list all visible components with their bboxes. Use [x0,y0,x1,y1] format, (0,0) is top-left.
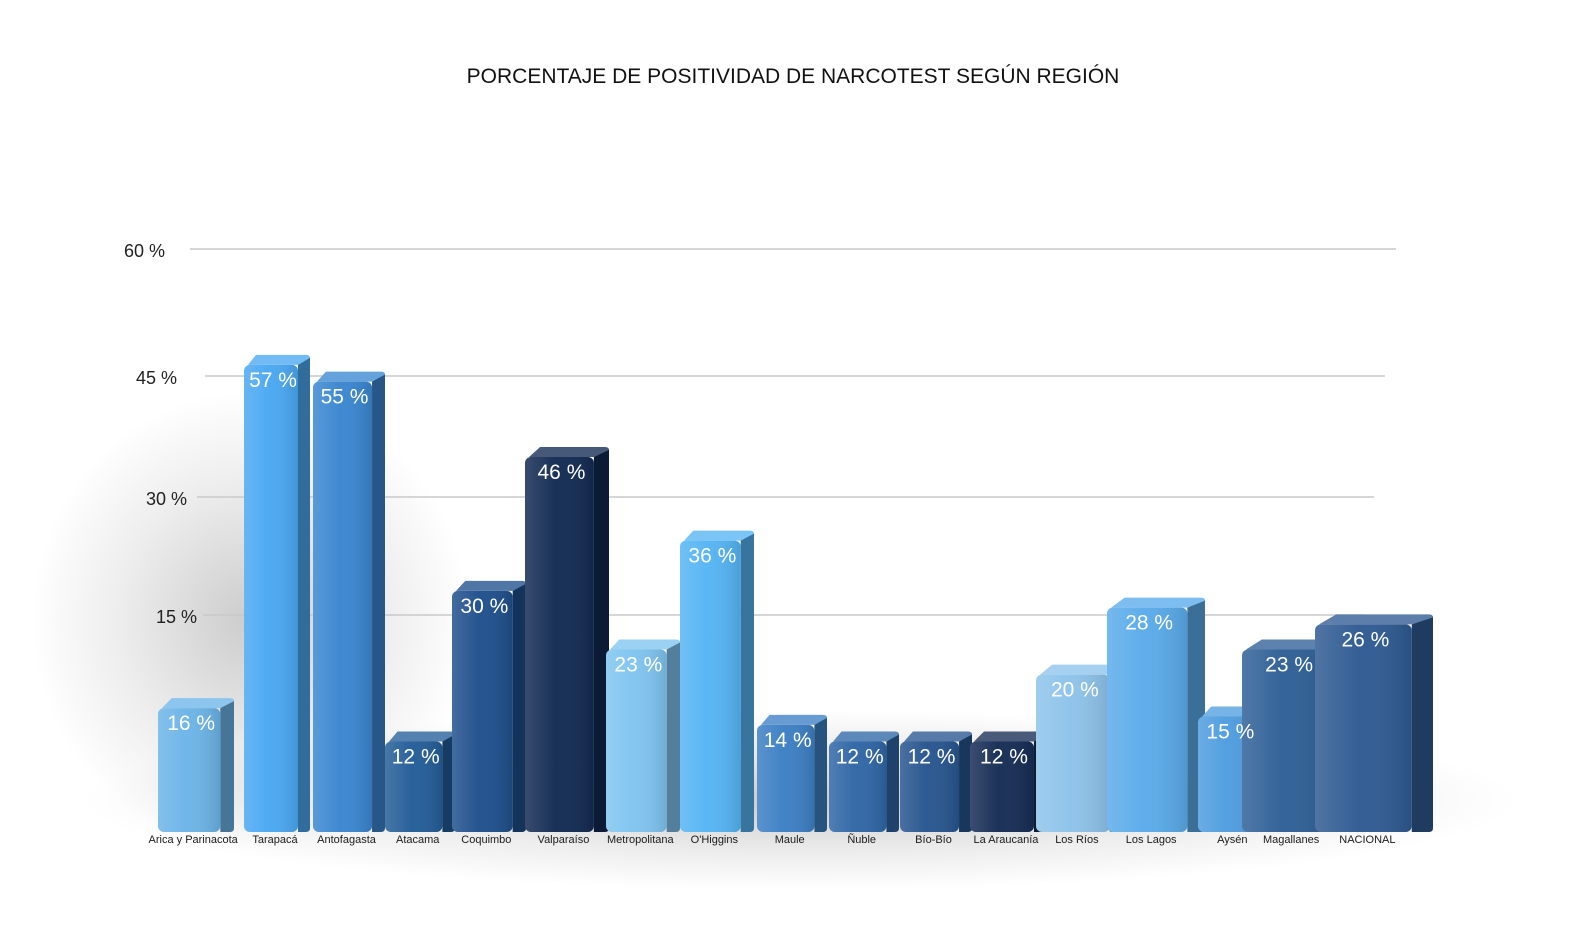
bar [900,731,972,832]
data-label: 26 % [1341,628,1389,651]
x-tick-label: NACIONAL [1339,834,1395,846]
gridlines [190,248,1396,616]
x-tick-label: Magallanes [1263,834,1320,846]
y-tick-label: 15 % [156,607,197,627]
x-tick-label: Los Lagos [1126,834,1177,846]
y-tick-label: 60 % [124,241,165,261]
data-label: 30 % [460,595,508,618]
x-tick-label: Metropolitana [607,834,675,846]
data-label: 28 % [1125,612,1173,635]
x-tick-label: Coquimbo [461,834,511,846]
x-tick-label: Antofagasta [317,834,377,846]
x-tick-label: Ñuble [847,833,876,846]
data-label: 12 % [836,746,884,769]
y-tick-label: 45 % [136,368,177,388]
x-tick-label: Tarapacá [252,834,298,846]
data-label: 16 % [167,712,215,735]
chart-title: PORCENTAJE DE POSITIVIDAD DE NARCOTEST S… [467,65,1120,88]
bar [313,371,385,832]
x-tick-label: Aysén [1217,834,1247,846]
x-axis: Arica y Parinacota Tarapacá Antofagasta Ata… [149,833,1396,846]
x-tick-label: Bío-Bío [915,834,952,846]
bar [452,580,526,832]
bar [158,698,234,832]
data-label: 23 % [1265,653,1313,676]
data-label: 15 % [1206,720,1254,743]
y-tick-label: 30 % [146,489,187,509]
bar [970,731,1048,832]
bar [680,530,754,832]
bar [385,731,455,832]
data-label: 12 % [980,746,1028,769]
x-tick-label: Los Ríos [1055,834,1099,846]
data-label: 36 % [688,545,736,568]
bar [1107,597,1205,832]
x-tick-label: Arica y Parinacota [149,834,239,846]
x-tick-label: Maule [775,834,805,846]
x-tick-label: La Araucanía [974,834,1040,846]
data-labels: 16 % 57 % 55 % 12 % 30 % 46 % 23 % 36 % 14 % 12 %… [167,369,1389,769]
bar [757,714,827,832]
data-label: 14 % [764,729,812,752]
bar [1315,614,1433,832]
data-label: 55 % [321,386,369,409]
x-tick-label: Atacama [396,834,440,846]
y-axis: 60 % 45 % 30 % 15 % [124,241,197,627]
data-label: 57 % [249,369,297,392]
data-label: 23 % [614,653,662,676]
bar [525,446,609,832]
bar [244,354,310,832]
data-label: 12 % [392,746,440,769]
bar [606,639,680,832]
data-label: 12 % [908,746,956,769]
data-label: 20 % [1051,679,1099,702]
bars [158,354,1433,832]
x-tick-label: O'Higgins [691,834,739,846]
data-label: 46 % [538,461,586,484]
x-tick-label: Valparaíso [538,834,590,846]
bar [829,731,899,832]
